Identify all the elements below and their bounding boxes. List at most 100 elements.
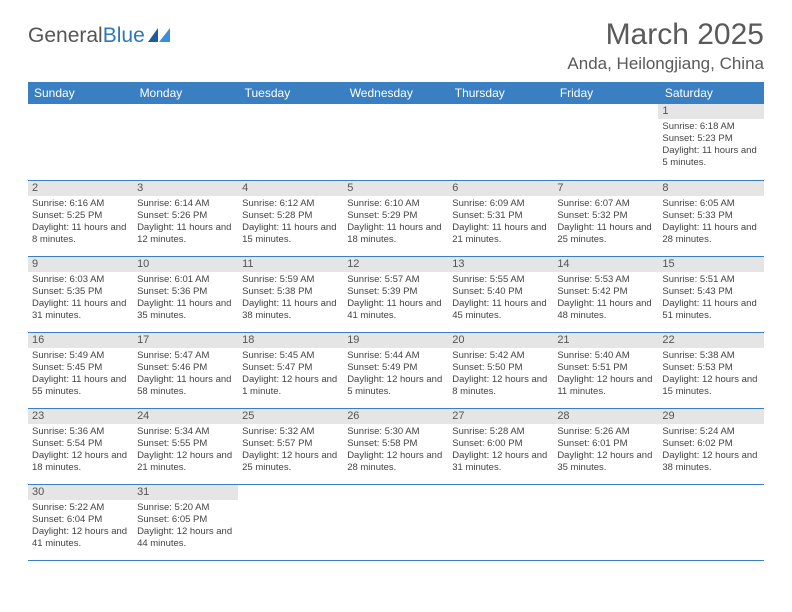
day-number: 14 [553,257,658,272]
weekday-header: Saturday [658,82,763,104]
weekday-header: Monday [133,82,238,104]
sunrise-text: Sunrise: 6:10 AM [347,198,444,210]
daylight-text: Daylight: 12 hours and 8 minutes. [452,374,549,398]
title-block: March 2025 Anda, Heilongjiang, China [567,18,764,74]
day-details: Sunrise: 6:01 AMSunset: 5:36 PMDaylight:… [133,272,238,324]
day-number: 21 [553,333,658,348]
calendar-cell: 30Sunrise: 5:22 AMSunset: 6:04 PMDayligh… [28,484,133,560]
day-details: Sunrise: 5:38 AMSunset: 5:53 PMDaylight:… [658,348,763,400]
sunrise-text: Sunrise: 5:42 AM [452,350,549,362]
daylight-text: Daylight: 12 hours and 15 minutes. [662,374,759,398]
sunrise-text: Sunrise: 5:59 AM [242,274,339,286]
sunset-text: Sunset: 5:38 PM [242,286,339,298]
day-number: 8 [658,181,763,196]
sunset-text: Sunset: 5:23 PM [662,133,759,145]
daylight-text: Daylight: 11 hours and 15 minutes. [242,222,339,246]
sunset-text: Sunset: 5:49 PM [347,362,444,374]
sunset-text: Sunset: 6:00 PM [452,438,549,450]
day-number: 1 [658,104,763,119]
day-details: Sunrise: 5:40 AMSunset: 5:51 PMDaylight:… [553,348,658,400]
sunrise-text: Sunrise: 5:47 AM [137,350,234,362]
daylight-text: Daylight: 12 hours and 11 minutes. [557,374,654,398]
sunrise-text: Sunrise: 5:44 AM [347,350,444,362]
calendar-cell: 24Sunrise: 5:34 AMSunset: 5:55 PMDayligh… [133,408,238,484]
calendar-cell: 10Sunrise: 6:01 AMSunset: 5:36 PMDayligh… [133,256,238,332]
daylight-text: Daylight: 11 hours and 12 minutes. [137,222,234,246]
day-number: 13 [448,257,553,272]
day-details: Sunrise: 5:28 AMSunset: 6:00 PMDaylight:… [448,424,553,476]
sunset-text: Sunset: 6:05 PM [137,514,234,526]
day-details: Sunrise: 6:09 AMSunset: 5:31 PMDaylight:… [448,196,553,248]
sunrise-text: Sunrise: 5:49 AM [32,350,129,362]
daylight-text: Daylight: 12 hours and 5 minutes. [347,374,444,398]
day-number: 24 [133,409,238,424]
sunrise-text: Sunrise: 5:38 AM [662,350,759,362]
sunset-text: Sunset: 5:53 PM [662,362,759,374]
calendar-cell: 18Sunrise: 5:45 AMSunset: 5:47 PMDayligh… [238,332,343,408]
calendar-cell: 9Sunrise: 6:03 AMSunset: 5:35 PMDaylight… [28,256,133,332]
sunrise-text: Sunrise: 5:32 AM [242,426,339,438]
calendar-row: 9Sunrise: 6:03 AMSunset: 5:35 PMDaylight… [28,256,764,332]
sunset-text: Sunset: 5:26 PM [137,210,234,222]
sunrise-text: Sunrise: 5:36 AM [32,426,129,438]
day-details: Sunrise: 5:51 AMSunset: 5:43 PMDaylight:… [658,272,763,324]
day-number: 23 [28,409,133,424]
daylight-text: Daylight: 12 hours and 25 minutes. [242,450,339,474]
day-details: Sunrise: 6:18 AMSunset: 5:23 PMDaylight:… [658,119,763,171]
daylight-text: Daylight: 11 hours and 45 minutes. [452,298,549,322]
sunrise-text: Sunrise: 5:24 AM [662,426,759,438]
day-details: Sunrise: 6:14 AMSunset: 5:26 PMDaylight:… [133,196,238,248]
day-number: 9 [28,257,133,272]
day-number: 20 [448,333,553,348]
weekday-header: Tuesday [238,82,343,104]
day-number: 4 [238,181,343,196]
calendar-cell [553,484,658,560]
logo-flag-icon [148,28,170,44]
day-details: Sunrise: 5:26 AMSunset: 6:01 PMDaylight:… [553,424,658,476]
daylight-text: Daylight: 11 hours and 28 minutes. [662,222,759,246]
calendar-row: 1Sunrise: 6:18 AMSunset: 5:23 PMDaylight… [28,104,764,180]
daylight-text: Daylight: 12 hours and 44 minutes. [137,526,234,550]
daylight-text: Daylight: 11 hours and 55 minutes. [32,374,129,398]
day-details: Sunrise: 5:55 AMSunset: 5:40 PMDaylight:… [448,272,553,324]
sunset-text: Sunset: 5:42 PM [557,286,654,298]
daylight-text: Daylight: 12 hours and 28 minutes. [347,450,444,474]
day-details: Sunrise: 5:47 AMSunset: 5:46 PMDaylight:… [133,348,238,400]
daylight-text: Daylight: 12 hours and 38 minutes. [662,450,759,474]
calendar-row: 2Sunrise: 6:16 AMSunset: 5:25 PMDaylight… [28,180,764,256]
day-number: 25 [238,409,343,424]
sunset-text: Sunset: 5:28 PM [242,210,339,222]
sunrise-text: Sunrise: 6:12 AM [242,198,339,210]
day-details: Sunrise: 5:34 AMSunset: 5:55 PMDaylight:… [133,424,238,476]
day-number: 7 [553,181,658,196]
day-number: 18 [238,333,343,348]
day-details: Sunrise: 5:22 AMSunset: 6:04 PMDaylight:… [28,500,133,552]
daylight-text: Daylight: 12 hours and 18 minutes. [32,450,129,474]
sunset-text: Sunset: 6:02 PM [662,438,759,450]
calendar-cell [658,484,763,560]
sunrise-text: Sunrise: 6:18 AM [662,121,759,133]
daylight-text: Daylight: 11 hours and 48 minutes. [557,298,654,322]
calendar-cell [238,104,343,180]
sunrise-text: Sunrise: 6:14 AM [137,198,234,210]
sunset-text: Sunset: 5:46 PM [137,362,234,374]
calendar-cell: 13Sunrise: 5:55 AMSunset: 5:40 PMDayligh… [448,256,553,332]
day-number: 28 [553,409,658,424]
daylight-text: Daylight: 11 hours and 5 minutes. [662,145,759,169]
day-details: Sunrise: 6:07 AMSunset: 5:32 PMDaylight:… [553,196,658,248]
sunset-text: Sunset: 5:47 PM [242,362,339,374]
sunrise-text: Sunrise: 5:30 AM [347,426,444,438]
daylight-text: Daylight: 11 hours and 58 minutes. [137,374,234,398]
weekday-header: Friday [553,82,658,104]
sunrise-text: Sunrise: 5:26 AM [557,426,654,438]
calendar-cell [553,104,658,180]
calendar-cell: 17Sunrise: 5:47 AMSunset: 5:46 PMDayligh… [133,332,238,408]
weekday-header: Sunday [28,82,133,104]
daylight-text: Daylight: 12 hours and 21 minutes. [137,450,234,474]
calendar-cell: 21Sunrise: 5:40 AMSunset: 5:51 PMDayligh… [553,332,658,408]
weekday-header: Wednesday [343,82,448,104]
logo-text-general: General [28,24,103,48]
day-number: 12 [343,257,448,272]
day-details: Sunrise: 5:45 AMSunset: 5:47 PMDaylight:… [238,348,343,400]
sunset-text: Sunset: 5:51 PM [557,362,654,374]
